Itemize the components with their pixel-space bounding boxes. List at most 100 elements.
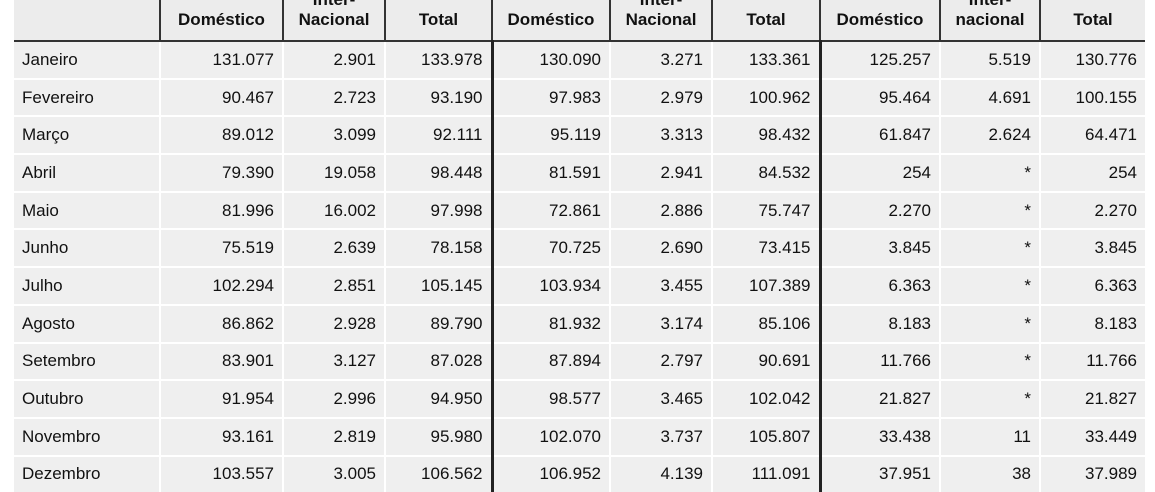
value-cell: 254 xyxy=(818,153,940,192)
value-cell: 103.934 xyxy=(490,266,610,305)
value-cell: 5.519 xyxy=(939,40,1040,79)
value-cell: 2.690 xyxy=(609,228,712,268)
value-cell: 33.438 xyxy=(818,416,940,456)
value-cell: 3.174 xyxy=(609,303,712,343)
value-cell: 2.979 xyxy=(609,77,712,117)
header-total-3: Total xyxy=(1039,0,1145,42)
month-cell: Fevereiro xyxy=(14,77,160,117)
month-cell: Agosto xyxy=(14,303,160,343)
value-cell: 95.980 xyxy=(384,416,492,456)
table-row: Outubro 91.954 2.996 94.950 98.577 3.465 102.0… xyxy=(14,379,1145,418)
value-cell: 21.827 xyxy=(1039,379,1145,418)
value-cell: 87.894 xyxy=(490,341,610,381)
value-cell: 3.845 xyxy=(818,228,940,268)
value-cell: 102.070 xyxy=(490,416,610,456)
value-cell: 2.886 xyxy=(609,190,712,230)
value-cell: * xyxy=(939,379,1040,418)
value-cell: 90.691 xyxy=(711,341,820,381)
value-cell: * xyxy=(939,341,1040,381)
value-cell: 38 xyxy=(939,454,1040,492)
value-cell: 83.901 xyxy=(159,341,283,381)
value-cell: 81.591 xyxy=(490,153,610,192)
value-cell: 107.389 xyxy=(711,266,820,305)
value-cell: 89.012 xyxy=(159,115,283,155)
value-cell: 131.077 xyxy=(159,40,283,79)
value-cell: 64.471 xyxy=(1039,115,1145,155)
value-cell: 95.464 xyxy=(818,77,940,117)
table-row: Abril 79.390 19.058 98.448 81.591 2.941 84.532… xyxy=(14,153,1145,192)
header-internacional-3: Inter-nacional xyxy=(939,0,1040,42)
value-cell: 3.845 xyxy=(1039,228,1145,268)
value-cell: 91.954 xyxy=(159,379,283,418)
month-cell: Abril xyxy=(14,153,160,192)
value-cell: 21.827 xyxy=(818,379,940,418)
value-cell: 8.183 xyxy=(818,303,940,343)
value-cell: 105.145 xyxy=(384,266,492,305)
value-cell: * xyxy=(939,190,1040,230)
value-cell: 102.294 xyxy=(159,266,283,305)
value-cell: 33.449 xyxy=(1039,416,1145,456)
value-cell: 3.099 xyxy=(282,115,385,155)
header-internacional-1: Inter-Nacional xyxy=(282,0,385,42)
value-cell: 75.747 xyxy=(711,190,820,230)
value-cell: 100.155 xyxy=(1039,77,1145,117)
value-cell: 97.998 xyxy=(384,190,492,230)
month-cell: Novembro xyxy=(14,416,160,456)
passenger-table: Doméstico Inter-Nacional Total Doméstico… xyxy=(14,0,1145,492)
month-cell: Março xyxy=(14,115,160,155)
header-total-1: Total xyxy=(384,0,492,42)
value-cell: 3.005 xyxy=(282,454,385,492)
value-cell: 3.313 xyxy=(609,115,712,155)
value-cell: 111.091 xyxy=(711,454,820,492)
value-cell: 81.996 xyxy=(159,190,283,230)
value-cell: 98.577 xyxy=(490,379,610,418)
value-cell: 130.090 xyxy=(490,40,610,79)
value-cell: 2.996 xyxy=(282,379,385,418)
value-cell: 133.361 xyxy=(711,40,820,79)
value-cell: 4.139 xyxy=(609,454,712,492)
value-cell: * xyxy=(939,153,1040,192)
month-cell: Setembro xyxy=(14,341,160,381)
value-cell: 2.639 xyxy=(282,228,385,268)
value-cell: 3.737 xyxy=(609,416,712,456)
value-cell: 2.819 xyxy=(282,416,385,456)
header-month xyxy=(14,0,160,42)
value-cell: 3.127 xyxy=(282,341,385,381)
value-cell: 97.983 xyxy=(490,77,610,117)
value-cell: 72.861 xyxy=(490,190,610,230)
value-cell: * xyxy=(939,228,1040,268)
table-row: Maio 81.996 16.002 97.998 72.861 2.886 75.747 2… xyxy=(14,190,1145,230)
value-cell: 78.158 xyxy=(384,228,492,268)
header-internacional-2: Inter-Nacional xyxy=(609,0,712,42)
value-cell: 133.978 xyxy=(384,40,492,79)
table-row: Março 89.012 3.099 92.111 95.119 3.313 98.432 6… xyxy=(14,115,1145,155)
value-cell: 2.270 xyxy=(818,190,940,230)
value-cell: 93.190 xyxy=(384,77,492,117)
value-cell: 93.161 xyxy=(159,416,283,456)
header-domestico-2: Doméstico xyxy=(491,0,610,42)
value-cell: 98.432 xyxy=(711,115,820,155)
table-row: Agosto 86.862 2.928 89.790 81.932 3.174 85.106… xyxy=(14,303,1145,343)
value-cell: 254 xyxy=(1039,153,1145,192)
value-cell: 8.183 xyxy=(1039,303,1145,343)
value-cell: 125.257 xyxy=(818,40,940,79)
table-row: Setembro 83.901 3.127 87.028 87.894 2.797 90.6… xyxy=(14,341,1145,381)
value-cell: 84.532 xyxy=(711,153,820,192)
value-cell: 87.028 xyxy=(384,341,492,381)
value-cell: 70.725 xyxy=(490,228,610,268)
value-cell: 11 xyxy=(939,416,1040,456)
value-cell: 3.455 xyxy=(609,266,712,305)
table-row: Junho 75.519 2.639 78.158 70.725 2.690 73.415 3… xyxy=(14,228,1145,268)
value-cell: 102.042 xyxy=(711,379,820,418)
table-row: Novembro 93.161 2.819 95.980 102.070 3.737 105… xyxy=(14,416,1145,456)
value-cell: * xyxy=(939,303,1040,343)
month-cell: Dezembro xyxy=(14,454,160,492)
value-cell: 106.562 xyxy=(384,454,492,492)
value-cell: 105.807 xyxy=(711,416,820,456)
value-cell: 37.989 xyxy=(1039,454,1145,492)
value-cell: 61.847 xyxy=(818,115,940,155)
value-cell: 85.106 xyxy=(711,303,820,343)
table-row: Fevereiro 90.467 2.723 93.190 97.983 2.979 100… xyxy=(14,77,1145,117)
value-cell: 130.776 xyxy=(1039,40,1145,79)
table-row: Julho 102.294 2.851 105.145 103.934 3.455 107.… xyxy=(14,266,1145,305)
